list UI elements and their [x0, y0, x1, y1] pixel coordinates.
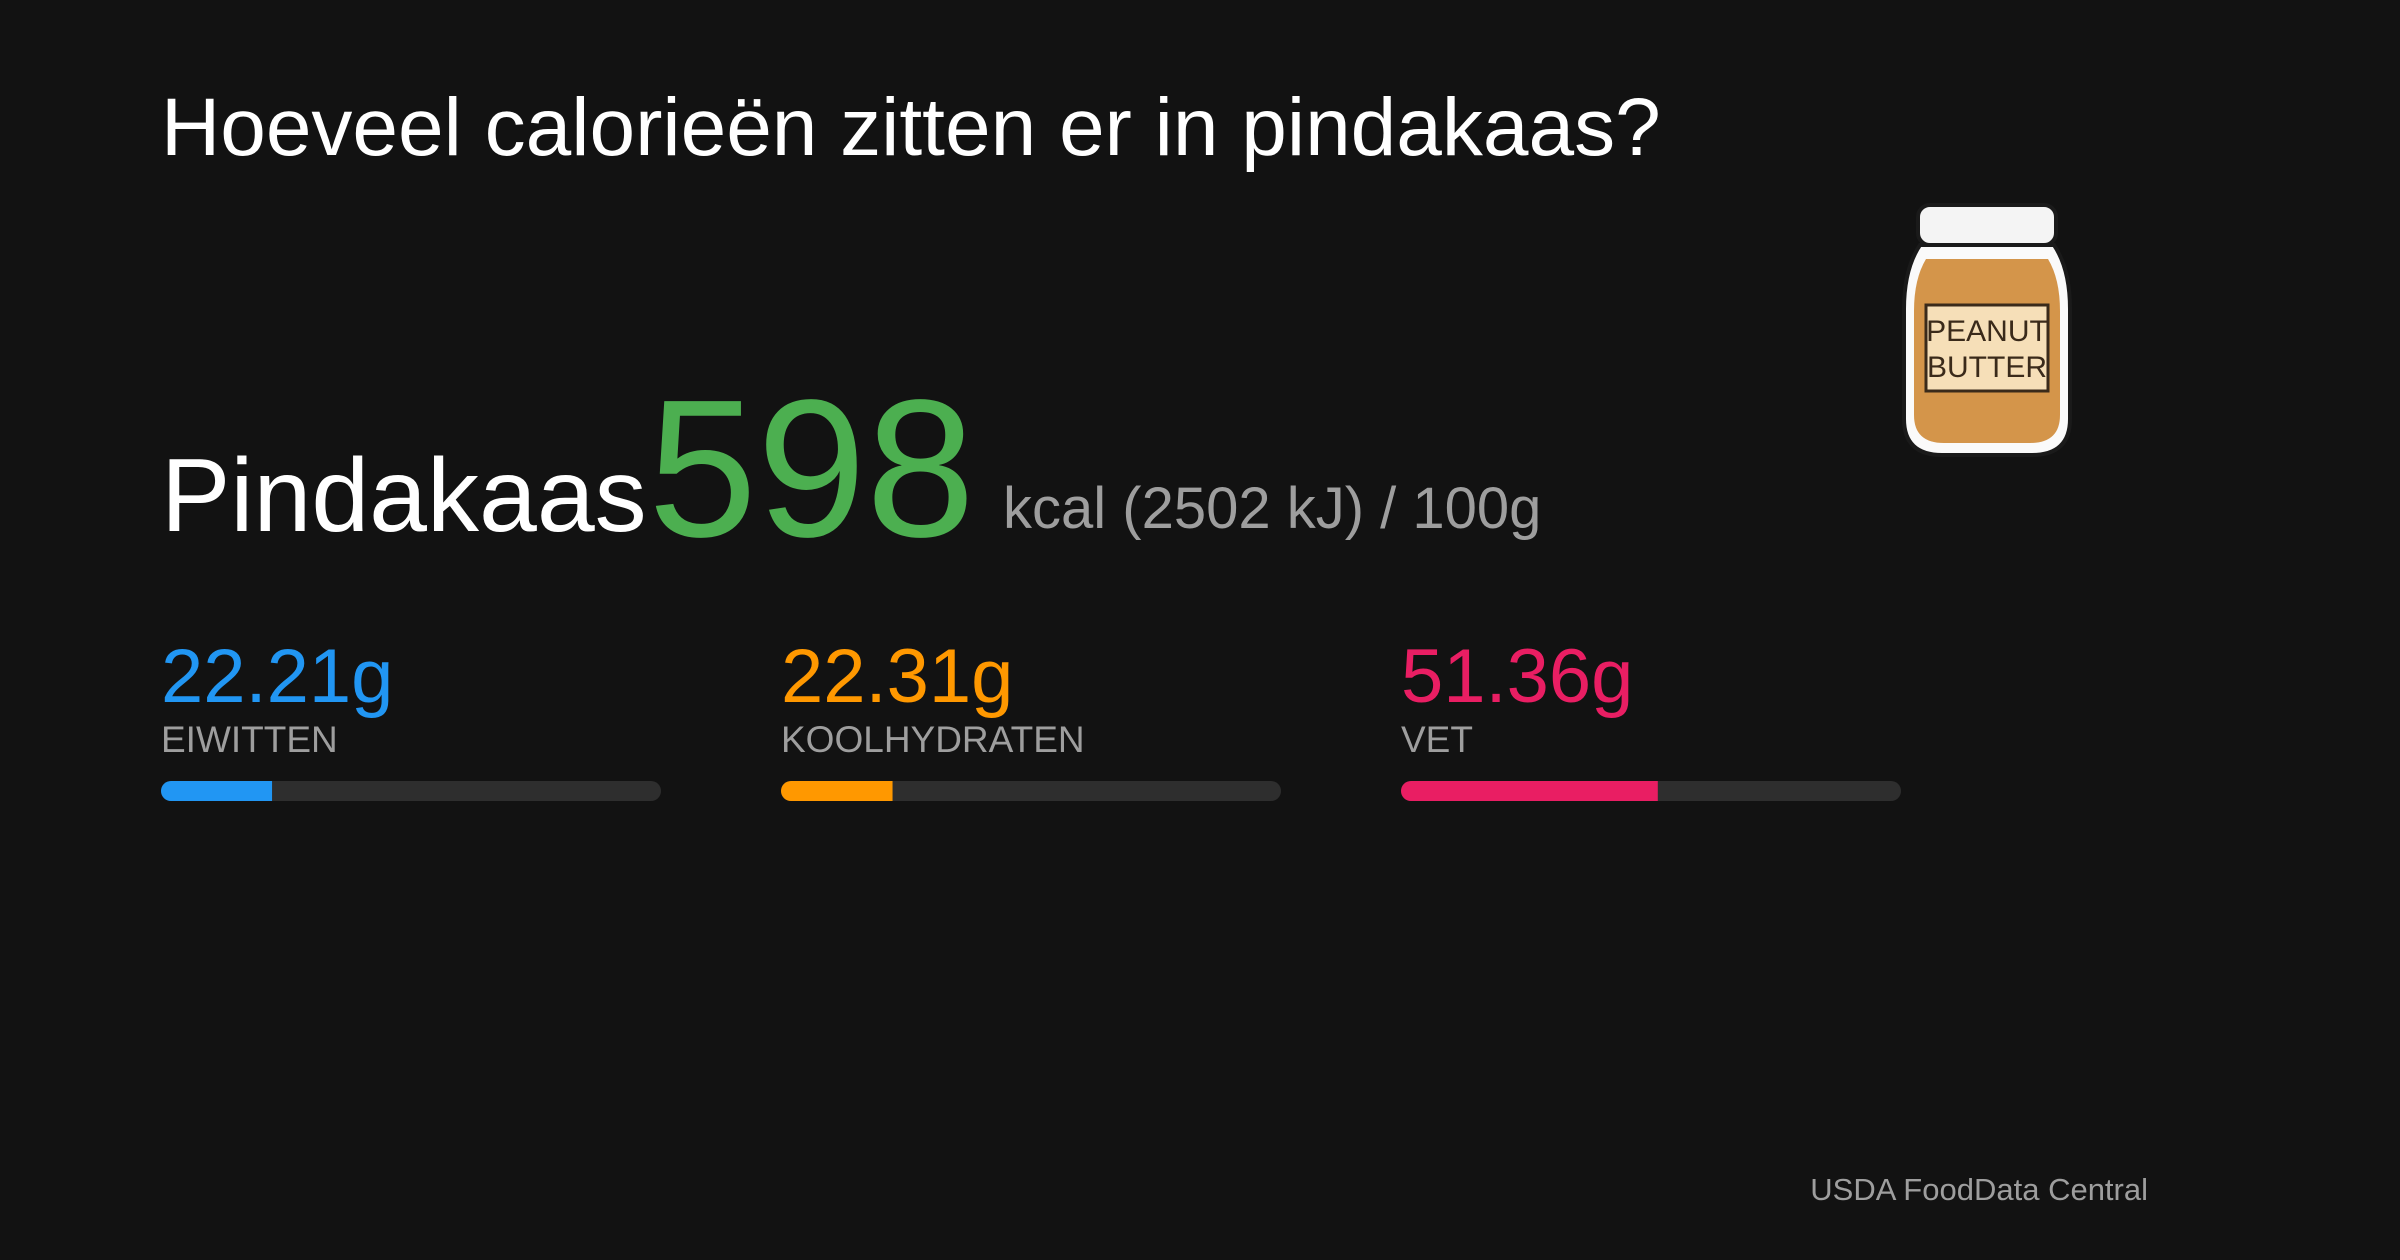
jar-label [1924, 303, 2050, 393]
progress-fill [161, 781, 273, 801]
macro-value: 22.31g [781, 634, 1013, 719]
jar-illustration: PEANUT BUTTER [1902, 203, 2072, 457]
jar-label-text: BUTTER [1927, 351, 2047, 384]
title: Hoeveel calorieën zitten er in pindakaas… [161, 82, 1661, 173]
kcal-unit: kcal (2502 kJ) / 100g [1003, 476, 1541, 541]
macro-name: KOOLHYDRATEN [781, 719, 1085, 760]
kcal-value: 598 [648, 359, 975, 578]
macro-name: VET [1401, 719, 1473, 760]
progress-track [781, 781, 1281, 801]
macro-value: 51.36g [1401, 634, 1633, 719]
macro-name: EIWITTEN [161, 719, 338, 760]
jar-label-text: PEANUT [1926, 315, 2048, 348]
jar-lid [1916, 203, 2058, 247]
source: USDA FoodData Central [1810, 1172, 2148, 1207]
progress-track [161, 781, 661, 801]
progress-fill [1401, 781, 1658, 801]
progress-fill [781, 781, 893, 801]
macro-value: 22.21g [161, 634, 393, 719]
food-name: Pindakaas [161, 438, 647, 554]
